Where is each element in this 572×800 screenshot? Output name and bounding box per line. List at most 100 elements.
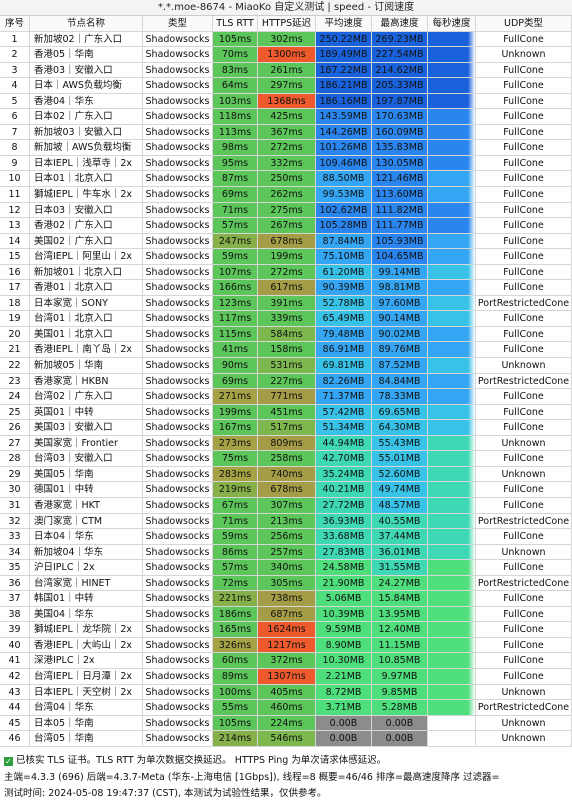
avg-speed: 36.93MB xyxy=(316,513,372,530)
udp-type: FullCone xyxy=(476,233,572,250)
https-delay: 272ms xyxy=(258,140,316,156)
tls-rtt: 59ms xyxy=(213,249,258,265)
node-type: Shadowsocks xyxy=(143,513,213,530)
table-row: 19 台湾01｜北京入口 Shadowsocks 117ms 339ms 65.49MB 9… xyxy=(0,311,572,327)
table-row: 8 新加坡｜AWS负载均衡 Shadowsocks 98ms 272ms 101.26MB… xyxy=(0,140,572,156)
table-row: 4 日本｜AWS负载均衡 Shadowsocks 64ms 297ms 186.21MB 2… xyxy=(0,78,572,94)
speed-sparkline xyxy=(428,218,476,234)
node-name: 獅城IEPL｜牛车水｜2x xyxy=(30,187,143,203)
max-speed: 130.05MB xyxy=(372,155,428,172)
max-speed: 113.60MB xyxy=(372,187,428,203)
tls-rtt: 70ms xyxy=(213,47,258,63)
table-row: 16 新加坡01｜北京入口 Shadowsocks 107ms 272ms 61.20MB… xyxy=(0,264,572,281)
table-row: 10 日本01｜北京入口 Shadowsocks 87ms 250ms 88.50MB 12… xyxy=(0,171,572,188)
row-index: 11 xyxy=(0,187,30,203)
node-name: 沪日IPLC｜2x xyxy=(30,560,143,576)
row-index: 33 xyxy=(0,529,30,545)
udp-type: FullCone xyxy=(476,420,572,436)
node-name: 台湾05｜华南 xyxy=(30,731,143,747)
node-name: 澳门家宽｜CTM xyxy=(30,513,143,530)
speed-sparkline xyxy=(428,653,476,669)
speed-sparkline xyxy=(428,373,476,390)
node-type: Shadowsocks xyxy=(143,109,213,125)
node-name: 台湾02｜广东入口 xyxy=(30,389,143,405)
speed-sparkline xyxy=(428,249,476,265)
table-row: 20 美国01｜北京入口 Shadowsocks 115ms 584ms 79.48MB 9… xyxy=(0,326,572,343)
max-speed: 89.76MB xyxy=(372,342,428,359)
node-type: Shadowsocks xyxy=(143,389,213,405)
tls-rtt: 214ms xyxy=(213,731,258,747)
https-delay: 1368ms xyxy=(258,93,316,110)
column-header: 节点名称 xyxy=(30,16,143,32)
row-index: 27 xyxy=(0,435,30,452)
udp-type: Unknown xyxy=(476,715,572,732)
avg-speed: 57.42MB xyxy=(316,404,372,421)
https-delay: 302ms xyxy=(258,31,316,48)
speed-sparkline xyxy=(428,700,476,716)
udp-type: FullCone xyxy=(476,606,572,623)
node-name: 新加坡03｜安徽入口 xyxy=(30,124,143,141)
avg-speed: 0.00B xyxy=(316,715,372,732)
node-type: Shadowsocks xyxy=(143,606,213,623)
tls-rtt: 64ms xyxy=(213,78,258,94)
tls-rtt: 283ms xyxy=(213,466,258,483)
table-row: 31 香港家宽｜HKT Shadowsocks 67ms 307ms 27.72MB 48.… xyxy=(0,497,572,514)
avg-speed: 40.21MB xyxy=(316,482,372,498)
max-speed: 9.85MB xyxy=(372,684,428,701)
avg-speed: 86.91MB xyxy=(316,342,372,359)
node-type: Shadowsocks xyxy=(143,715,213,732)
row-index: 31 xyxy=(0,497,30,514)
row-index: 39 xyxy=(0,622,30,638)
avg-speed: 8.72MB xyxy=(316,684,372,701)
max-speed: 64.30MB xyxy=(372,420,428,436)
speed-sparkline xyxy=(428,684,476,701)
max-speed: 69.65MB xyxy=(372,404,428,421)
speed-sparkline xyxy=(428,109,476,125)
udp-type: Unknown xyxy=(476,731,572,747)
row-index: 10 xyxy=(0,171,30,188)
row-index: 23 xyxy=(0,373,30,390)
node-name: 新加坡01｜北京入口 xyxy=(30,264,143,281)
tls-rtt: 105ms xyxy=(213,715,258,732)
row-index: 13 xyxy=(0,218,30,234)
node-name: 香港01｜北京入口 xyxy=(30,280,143,296)
node-type: Shadowsocks xyxy=(143,93,213,110)
node-type: Shadowsocks xyxy=(143,124,213,141)
table-row: 13 香港02｜广东入口 Shadowsocks 57ms 267ms 105.28MB 1… xyxy=(0,218,572,234)
tls-rtt: 199ms xyxy=(213,404,258,421)
row-index: 5 xyxy=(0,93,30,110)
node-type: Shadowsocks xyxy=(143,591,213,607)
row-index: 42 xyxy=(0,668,30,685)
table-row: 46 台湾05｜华南 Shadowsocks 214ms 546ms 0.00B 0.00B… xyxy=(0,731,572,747)
udp-type: PortRestrictedCone xyxy=(476,700,572,716)
speed-sparkline xyxy=(428,715,476,732)
https-delay: 425ms xyxy=(258,109,316,125)
node-type: Shadowsocks xyxy=(143,373,213,390)
row-index: 44 xyxy=(0,700,30,716)
https-delay: 809ms xyxy=(258,435,316,452)
tls-rtt: 219ms xyxy=(213,482,258,498)
max-speed: 97.60MB xyxy=(372,295,428,312)
node-name: 香港02｜广东入口 xyxy=(30,218,143,234)
node-type: Shadowsocks xyxy=(143,295,213,312)
table-row: 32 澳门家宽｜CTM Shadowsocks 71ms 213ms 36.93MB 40.… xyxy=(0,513,572,530)
row-index: 3 xyxy=(0,62,30,79)
row-index: 20 xyxy=(0,326,30,343)
footer-info: 主端=4.3.3 (696) 后端=4.3.7-Meta (华东-上海电信 [1… xyxy=(4,772,500,783)
https-delay: 339ms xyxy=(258,311,316,327)
tls-rtt: 103ms xyxy=(213,93,258,110)
max-speed: 0.00B xyxy=(372,715,428,732)
https-delay: 272ms xyxy=(258,264,316,281)
tls-rtt: 247ms xyxy=(213,233,258,250)
node-type: Shadowsocks xyxy=(143,62,213,79)
speed-sparkline xyxy=(428,295,476,312)
tls-rtt: 115ms xyxy=(213,326,258,343)
row-index: 9 xyxy=(0,155,30,172)
node-type: Shadowsocks xyxy=(143,358,213,374)
node-type: Shadowsocks xyxy=(143,187,213,203)
udp-type: FullCone xyxy=(476,451,572,467)
avg-speed: 24.58MB xyxy=(316,560,372,576)
node-type: Shadowsocks xyxy=(143,668,213,685)
https-delay: 257ms xyxy=(258,544,316,561)
max-speed: 55.01MB xyxy=(372,451,428,467)
